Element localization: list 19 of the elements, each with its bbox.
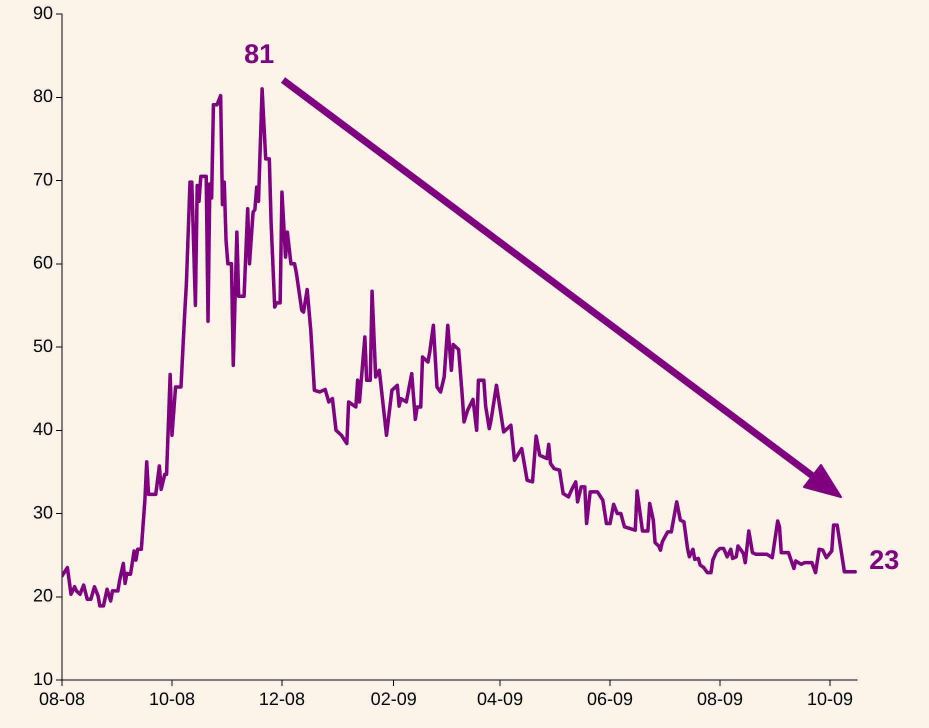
x-tick-label: 12-08 <box>258 688 305 709</box>
y-tick-label: 30 <box>32 502 53 522</box>
x-tick-label: 08-09 <box>696 688 744 709</box>
x-tick-label: 10-08 <box>148 688 195 709</box>
annotation: 23 <box>869 545 900 576</box>
y-tick-label: 20 <box>32 586 53 606</box>
y-tick-label: 70 <box>32 169 53 190</box>
y-tick-label: 40 <box>32 419 53 440</box>
x-tick-label: 08-08 <box>38 688 86 709</box>
y-tick-label: 60 <box>32 252 53 273</box>
x-tick-label: 10-09 <box>806 688 853 709</box>
x-tick-label: 06-09 <box>587 688 634 709</box>
x-tick-label: 04-09 <box>477 688 524 709</box>
y-tick-label: 80 <box>32 86 53 106</box>
x-tick-label: 02-09 <box>370 688 417 709</box>
annotation: 81 <box>244 38 274 69</box>
y-tick-label: 50 <box>32 336 53 356</box>
y-tick-label: 10 <box>32 668 53 689</box>
y-tick-label: 90 <box>32 2 53 23</box>
